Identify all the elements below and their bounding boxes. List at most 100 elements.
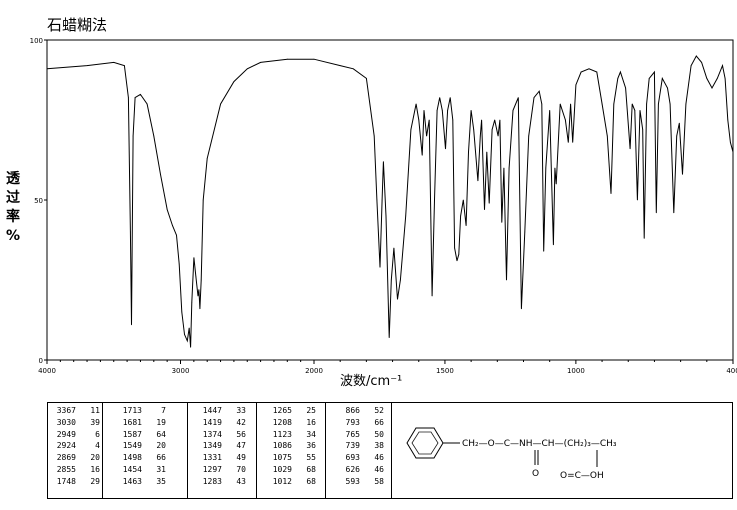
peak-wavenumber: 1713 (122, 406, 142, 415)
spectrum-point (620, 71, 621, 73)
peak-wavenumber: 1331 (202, 453, 222, 463)
spectrum-point (508, 167, 510, 169)
chemical-structure: CH₂—O—C—NH—CH—(CH₂)₃—CH₃ O O=C—OH (406, 427, 617, 481)
spectrum-point (533, 97, 535, 98)
peak-wavenumber: 1447 (202, 406, 222, 415)
spectrum-point (477, 180, 479, 182)
ir-spectrum-chart: 100 50 0 4000 3000 2000 1500 1000 400 (30, 37, 737, 375)
y-tick-label: 50 (34, 197, 43, 205)
spectrum-point (233, 81, 235, 82)
peak-row: 1265 25 (268, 405, 316, 417)
peak-wavenumber: 1681 (122, 417, 142, 427)
spectrum-point (456, 260, 458, 262)
spectrum-point (669, 103, 671, 105)
spectrum-point (199, 308, 201, 310)
peak-row: 3367 11 (52, 405, 100, 417)
spectrum-point (454, 247, 455, 249)
peak-row: 1123 34 (268, 429, 316, 441)
peak-row: 1549 20 (118, 440, 166, 452)
peak-column: 1265 25 1208 16 1123 34 1086 36 1075 55 1029 68 1012… (268, 405, 316, 488)
spectrum-point (711, 87, 713, 89)
peak-transmittance: 36 (306, 441, 316, 451)
spectrum-point (206, 158, 208, 159)
peak-row: 1681 19 (118, 417, 166, 429)
peak-transmittance: 29 (90, 476, 100, 486)
peak-wavenumber: 626 (345, 464, 360, 474)
peak-table: 3367 11 3030 39 2949 6 2924 4 2869 20 2855 16 1748 29… (47, 402, 733, 499)
spectrum-point (503, 167, 505, 169)
spectrum-point (678, 122, 680, 124)
spectrum-point (501, 222, 503, 223)
spectrum-point (188, 327, 190, 329)
peak-row: 2924 4 (52, 440, 100, 452)
peak-transmittance: 46 (374, 453, 384, 463)
spectrum-point (580, 71, 582, 73)
spectrum-point (195, 276, 197, 278)
spectrum-point (613, 103, 615, 105)
peak-wavenumber: 1748 (56, 476, 76, 486)
spectrum-point (667, 87, 668, 89)
peak-transmittance: 20 (90, 453, 100, 463)
peak-wavenumber: 1498 (122, 453, 142, 463)
spectrum-point (549, 110, 551, 111)
peak-transmittance: 39 (90, 417, 100, 427)
spectrum-point (673, 212, 675, 214)
spectrum-point (643, 238, 645, 239)
spectrum-point (488, 202, 490, 204)
peak-transmittance: 16 (306, 417, 316, 427)
peak-transmittance: 68 (306, 464, 316, 474)
spectrum-point (606, 135, 608, 137)
spectrum-line (46, 55, 734, 348)
peak-row: 2869 20 (52, 452, 100, 464)
peak-row: 1086 36 (268, 440, 316, 452)
peak-row: 793 66 (336, 417, 384, 429)
peak-wavenumber: 1549 (122, 441, 142, 451)
peak-wavenumber: 2855 (56, 464, 76, 474)
peak-wavenumber: 1123 (272, 429, 292, 439)
spectrum-point (730, 142, 731, 143)
spectrum-point (153, 135, 155, 137)
spectrum-point (491, 129, 493, 131)
spectrum-point (724, 78, 726, 79)
spectrum-point (481, 119, 482, 121)
spectrum-point (528, 135, 530, 137)
peak-transmittance: 58 (374, 476, 384, 486)
x-axis-ticks: 4000 3000 2000 1500 1000 400 (38, 360, 737, 375)
peak-transmittance: 33 (236, 406, 246, 415)
spectrum-point (655, 212, 657, 214)
spectrum-point (468, 151, 469, 153)
peak-wavenumber: 1454 (122, 464, 142, 474)
peak-row: 1587 64 (118, 429, 166, 441)
spectrum-point (541, 103, 543, 105)
table-divider (256, 403, 257, 498)
spectrum-point (494, 119, 496, 121)
spectrum-point (46, 68, 48, 70)
peak-row: 2855 16 (52, 464, 100, 476)
spectrum-point (176, 234, 177, 236)
spectrum-point (642, 129, 644, 131)
peak-wavenumber: 793 (345, 417, 360, 427)
spectrum-point (465, 225, 467, 227)
spectrum-point (521, 308, 522, 310)
spectrum-point (727, 119, 729, 121)
peak-wavenumber: 1208 (272, 417, 292, 427)
table-divider (325, 403, 326, 498)
spectrum-point (610, 193, 612, 195)
peak-row: 626 46 (336, 464, 384, 476)
spectrum-point (127, 97, 129, 98)
peak-wavenumber: 593 (345, 476, 360, 486)
peak-wavenumber: 1012 (272, 476, 292, 486)
peak-row: 765 50 (336, 429, 384, 441)
y-tick-label: 100 (30, 37, 43, 45)
peak-transmittance: 16 (90, 464, 100, 474)
spectrum-point (421, 154, 423, 156)
peak-transmittance: 47 (236, 441, 246, 451)
spectrum-point (682, 174, 683, 175)
peak-column: 1447 33 1419 42 1374 56 1349 47 1331 49 1297 70 1283… (198, 405, 246, 488)
peak-transmittance: 7 (161, 406, 166, 415)
spectrum-point (570, 103, 571, 105)
y-label-char-3: 率 (6, 209, 20, 225)
spectrum-point (428, 119, 430, 121)
spectrum-point (506, 279, 507, 281)
spectrum-point (631, 103, 633, 105)
